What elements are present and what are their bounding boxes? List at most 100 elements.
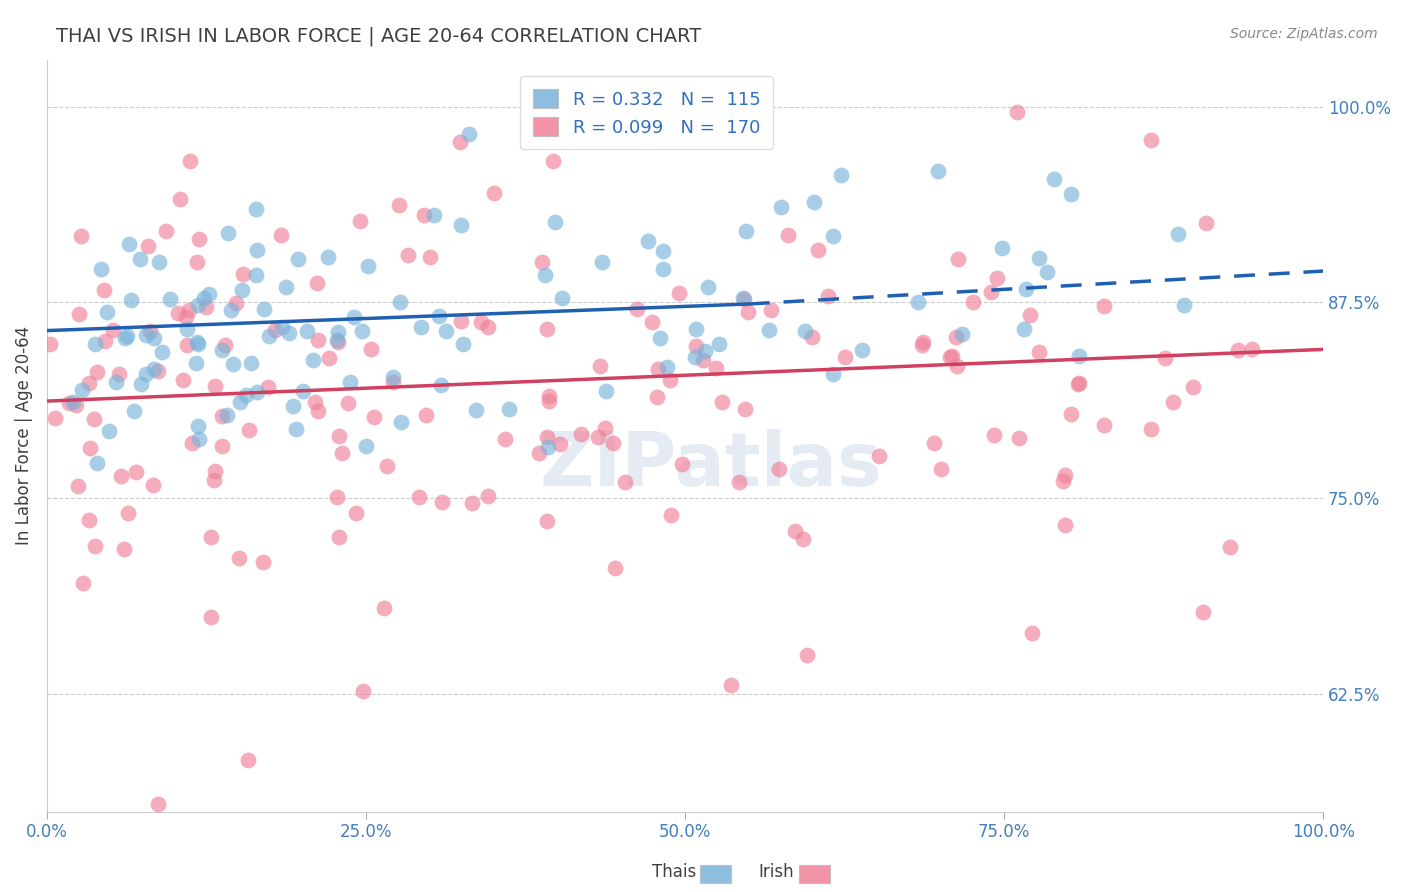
Point bbox=[326, 334, 349, 349]
Point bbox=[548, 437, 571, 451]
Point bbox=[659, 508, 682, 522]
Point bbox=[114, 541, 136, 556]
Point bbox=[770, 200, 793, 214]
Point bbox=[257, 328, 280, 343]
Point bbox=[245, 202, 267, 217]
Point bbox=[1167, 227, 1189, 241]
Point bbox=[603, 560, 626, 574]
Point bbox=[339, 375, 361, 389]
Point bbox=[114, 331, 136, 345]
Point bbox=[222, 357, 245, 371]
Point bbox=[94, 334, 117, 348]
Point bbox=[67, 307, 90, 321]
Point bbox=[229, 395, 252, 409]
Point bbox=[200, 530, 222, 544]
Point bbox=[270, 228, 292, 243]
Point bbox=[950, 326, 973, 341]
Point bbox=[427, 309, 450, 323]
Point bbox=[685, 339, 707, 353]
Point bbox=[415, 408, 437, 422]
Point bbox=[711, 394, 734, 409]
Point bbox=[83, 412, 105, 426]
Text: THAI VS IRISH IN LABOR FORCE | AGE 20-64 CORRELATION CHART: THAI VS IRISH IN LABOR FORCE | AGE 20-64… bbox=[56, 27, 702, 46]
Point bbox=[1067, 349, 1090, 363]
Point bbox=[783, 524, 806, 538]
Point bbox=[477, 319, 499, 334]
Point bbox=[357, 259, 380, 273]
Point bbox=[980, 285, 1002, 299]
Point bbox=[301, 353, 323, 368]
Point bbox=[159, 292, 181, 306]
Point bbox=[939, 350, 962, 364]
Point bbox=[186, 334, 208, 349]
Point bbox=[187, 298, 209, 312]
Point bbox=[536, 321, 558, 335]
Point bbox=[451, 336, 474, 351]
Point bbox=[186, 254, 208, 268]
Point bbox=[193, 291, 215, 305]
Point bbox=[494, 433, 516, 447]
Point bbox=[1012, 322, 1035, 336]
Point bbox=[62, 395, 84, 409]
Point bbox=[72, 575, 94, 590]
Point bbox=[382, 375, 405, 389]
Point bbox=[796, 648, 818, 662]
Point bbox=[830, 168, 852, 182]
Point bbox=[148, 255, 170, 269]
Point bbox=[120, 293, 142, 308]
Point bbox=[821, 229, 844, 244]
Point bbox=[252, 301, 274, 316]
Point bbox=[252, 555, 274, 569]
Point bbox=[328, 429, 350, 443]
Point bbox=[240, 356, 263, 370]
Point bbox=[83, 539, 105, 553]
Point bbox=[166, 306, 188, 320]
Point bbox=[274, 279, 297, 293]
Point bbox=[450, 219, 472, 233]
Point bbox=[1005, 105, 1028, 120]
Point bbox=[187, 432, 209, 446]
Point bbox=[93, 283, 115, 297]
Point bbox=[354, 439, 377, 453]
Point bbox=[1028, 252, 1050, 266]
Point bbox=[793, 324, 815, 338]
Point bbox=[101, 323, 124, 337]
Point bbox=[1227, 343, 1250, 358]
Point bbox=[263, 323, 285, 337]
Legend: R = 0.332   N =  115, R = 0.099   N =  170: R = 0.332 N = 115, R = 0.099 N = 170 bbox=[520, 76, 773, 149]
Point bbox=[350, 325, 373, 339]
Point bbox=[217, 227, 239, 241]
Point bbox=[645, 390, 668, 404]
Point bbox=[231, 283, 253, 297]
Point bbox=[450, 314, 472, 328]
Point bbox=[593, 421, 616, 435]
Point bbox=[195, 300, 218, 314]
Point bbox=[907, 294, 929, 309]
Text: Irish: Irish bbox=[759, 863, 794, 881]
Point bbox=[184, 356, 207, 370]
Point bbox=[381, 370, 404, 384]
Point bbox=[1053, 468, 1076, 483]
Point bbox=[336, 396, 359, 410]
Point bbox=[1019, 308, 1042, 322]
Point bbox=[146, 797, 169, 811]
Point bbox=[834, 350, 856, 364]
Point bbox=[67, 478, 90, 492]
Point bbox=[197, 287, 219, 301]
Point bbox=[135, 368, 157, 382]
Point bbox=[187, 232, 209, 246]
Point bbox=[108, 367, 131, 381]
Point bbox=[734, 401, 756, 416]
Point bbox=[129, 376, 152, 391]
Point bbox=[543, 153, 565, 168]
Point bbox=[104, 376, 127, 390]
Point bbox=[1021, 625, 1043, 640]
Point bbox=[1052, 474, 1074, 488]
Point bbox=[44, 410, 66, 425]
Point bbox=[122, 403, 145, 417]
Point bbox=[150, 345, 173, 359]
Point bbox=[817, 289, 839, 303]
Point bbox=[295, 324, 318, 338]
Point bbox=[477, 489, 499, 503]
Point bbox=[778, 228, 800, 243]
